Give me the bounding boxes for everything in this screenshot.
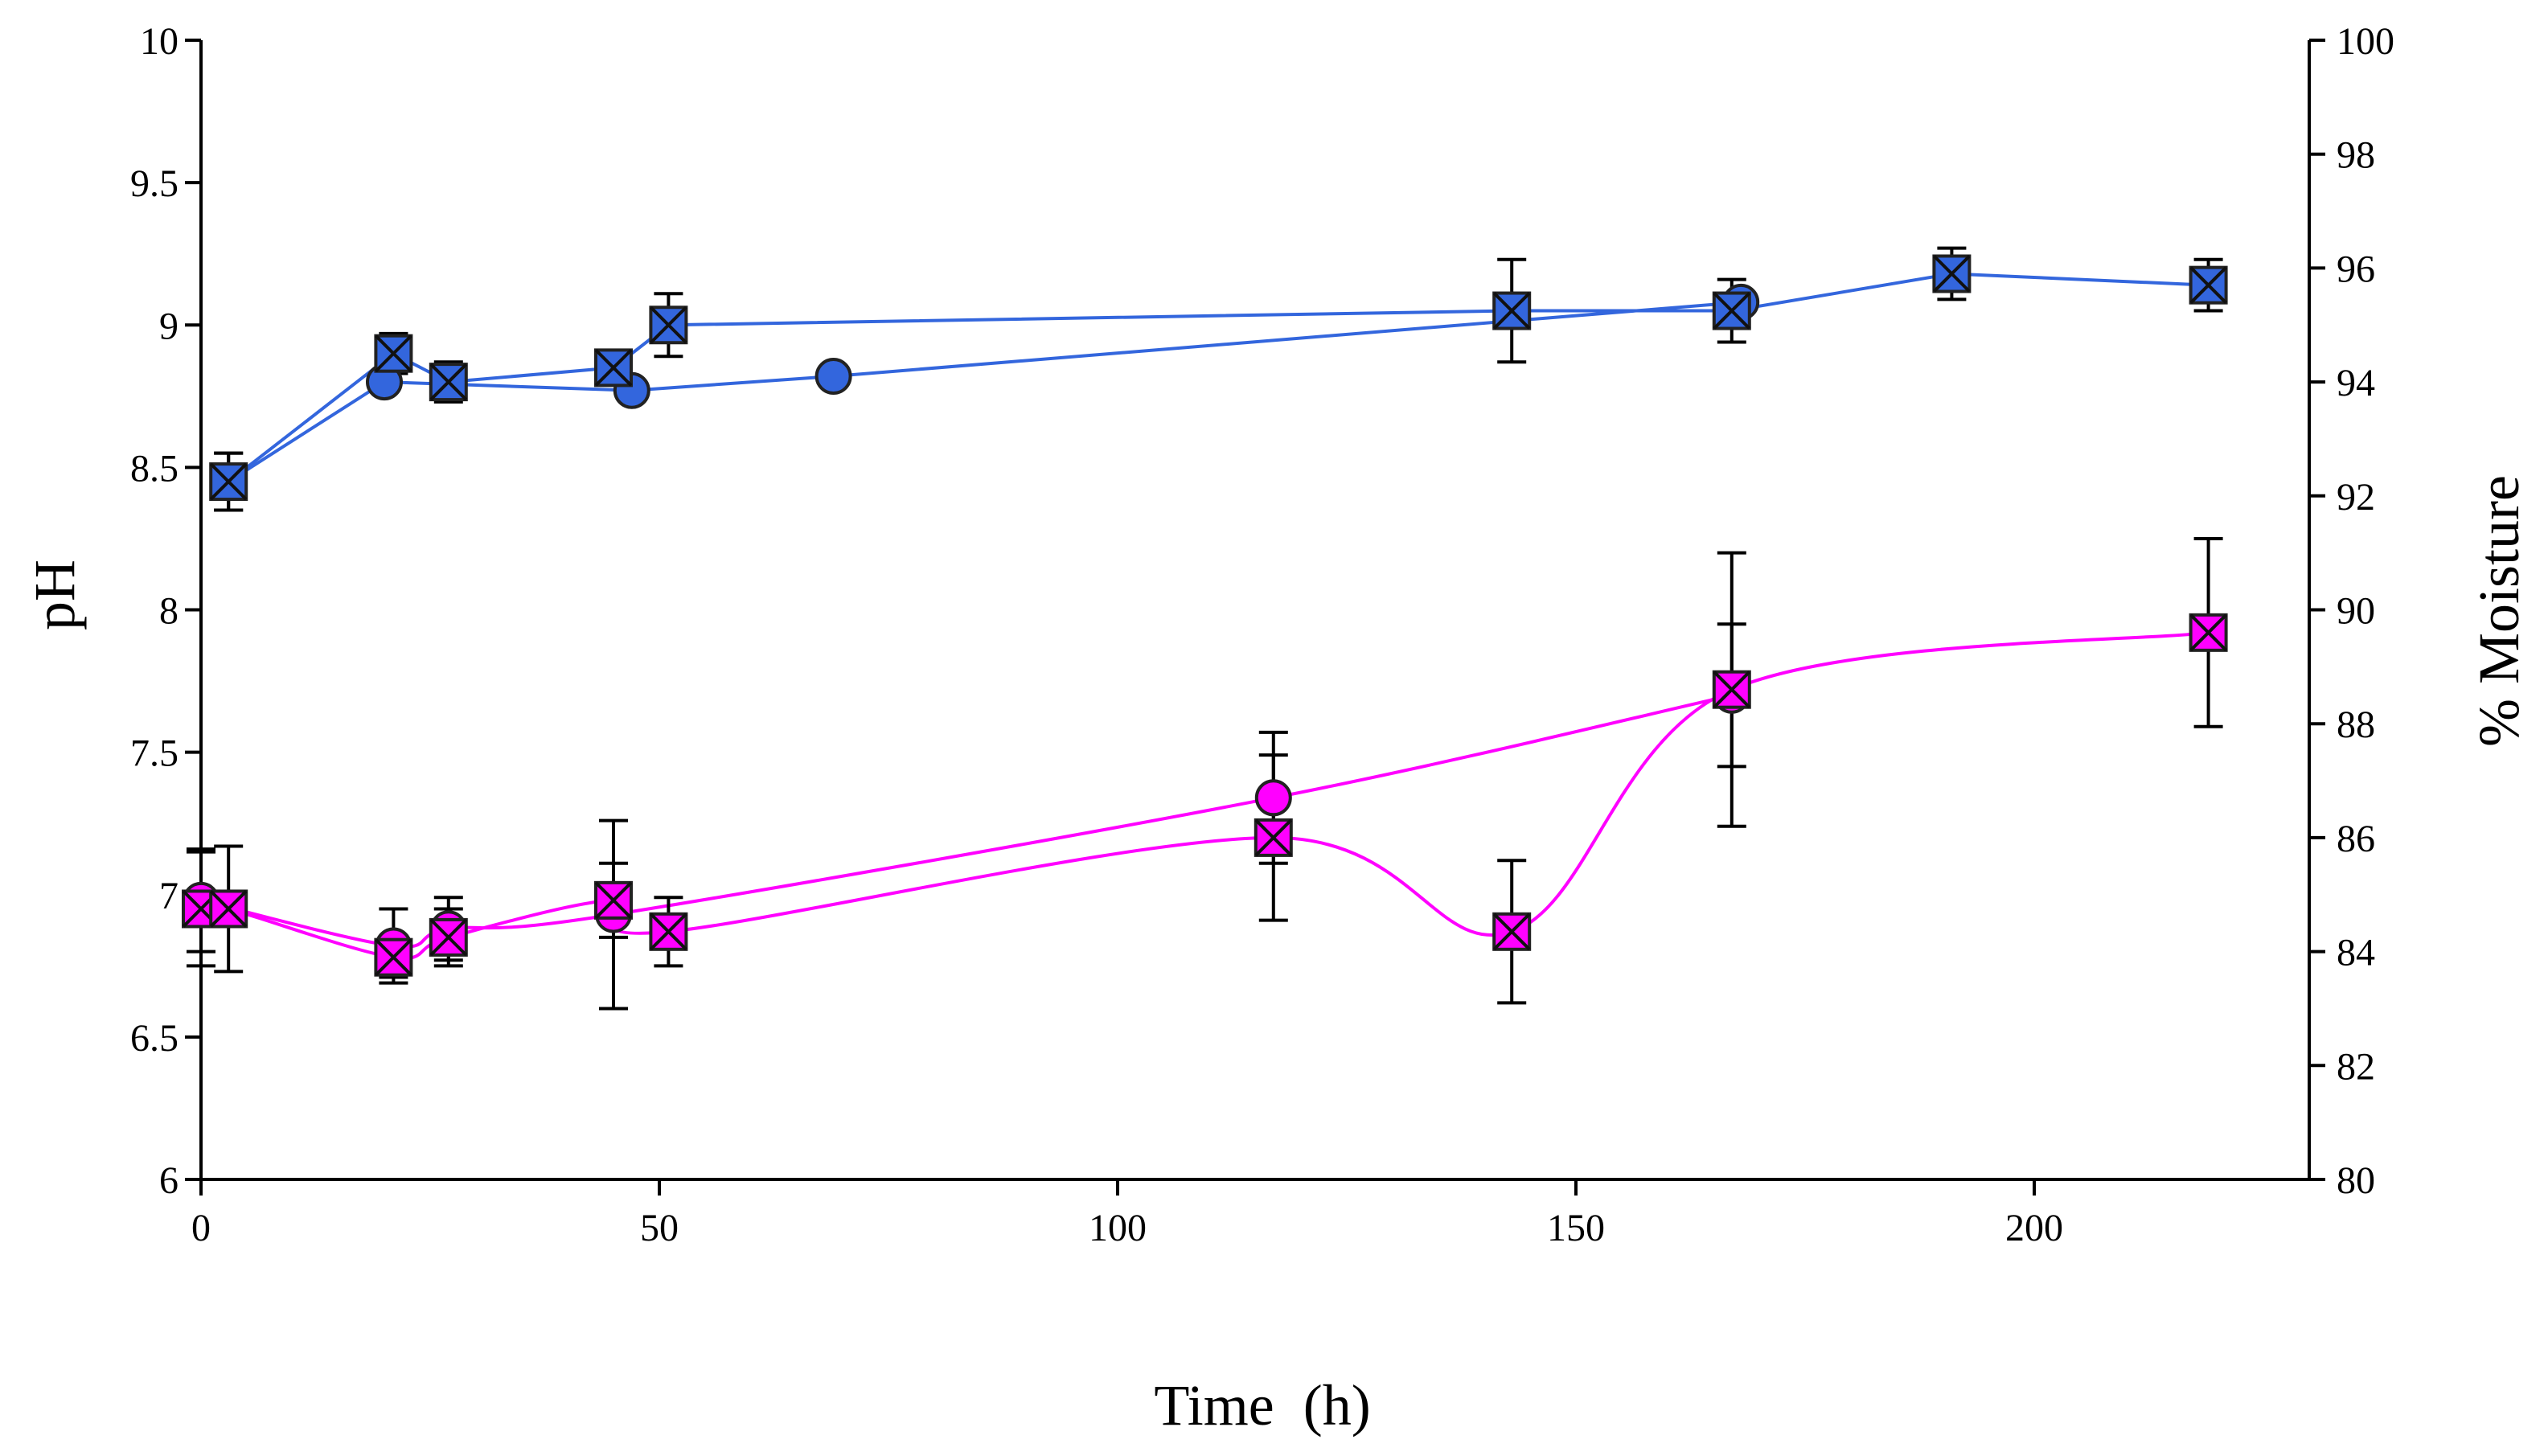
y-axis-title: pH bbox=[23, 560, 87, 630]
data-point-cross bbox=[594, 881, 633, 920]
data-point-cross bbox=[1932, 255, 1971, 293]
series-line-magenta-circle bbox=[200, 693, 1733, 949]
data-point-cross bbox=[1254, 818, 1293, 857]
data-point-cross bbox=[429, 363, 468, 401]
x-tick-label: 200 bbox=[2005, 1207, 2063, 1249]
data-point-cross bbox=[594, 348, 633, 387]
x-tick-label: 150 bbox=[1547, 1207, 1605, 1249]
y2-tick-label: 92 bbox=[2337, 476, 2375, 519]
series-lines bbox=[200, 272, 2209, 960]
series-line-magenta-square bbox=[200, 630, 2209, 960]
data-point-cross bbox=[374, 334, 412, 373]
y-tick-label: 7 bbox=[159, 875, 178, 917]
y2-tick-label: 80 bbox=[2337, 1159, 2375, 1202]
y2-axis-title: % Moisture bbox=[2467, 475, 2531, 747]
y-tick-label: 8.5 bbox=[130, 447, 178, 490]
data-point-cross bbox=[2189, 266, 2228, 305]
data-point-cross bbox=[209, 462, 248, 501]
y2-tick-label: 90 bbox=[2337, 590, 2375, 633]
markers bbox=[182, 254, 2228, 977]
y-tick-label: 6.5 bbox=[130, 1017, 178, 1060]
data-point-circle bbox=[814, 358, 852, 396]
data-point-cross bbox=[209, 890, 248, 928]
data-point-cross bbox=[649, 306, 687, 344]
data-point-cross bbox=[1492, 913, 1531, 951]
y-tick-label: 6 bbox=[159, 1159, 178, 1202]
y-tick-label: 9.5 bbox=[130, 162, 178, 205]
data-point-cross bbox=[1713, 671, 1751, 709]
y2-tick-label: 96 bbox=[2337, 248, 2375, 290]
y-tick-label: 7.5 bbox=[130, 732, 178, 775]
y-tick-label: 8 bbox=[159, 590, 178, 633]
axes: 6 6.5 7 7.5 8 8.5 9 9.5 10 80 82 84 86 88 90 92 94 96 98 10… bbox=[130, 20, 2394, 1249]
x-axis-title: Time (h) bbox=[1154, 1373, 1370, 1438]
y2-tick-label: 98 bbox=[2337, 134, 2375, 177]
y2-tick-label: 84 bbox=[2337, 932, 2375, 974]
data-point-cross bbox=[374, 938, 412, 977]
data-point-circle bbox=[1254, 779, 1292, 817]
x-tick-label: 50 bbox=[640, 1207, 679, 1249]
y2-tick-label: 82 bbox=[2337, 1045, 2375, 1088]
y2-tick-label: 88 bbox=[2337, 703, 2375, 746]
y-tick-label: 10 bbox=[140, 20, 178, 63]
data-point-cross bbox=[2189, 613, 2228, 652]
error-bars bbox=[187, 246, 2223, 1011]
data-point-cross bbox=[649, 913, 687, 951]
y2-tick-label: 100 bbox=[2337, 20, 2394, 63]
y-tick-label: 9 bbox=[159, 305, 178, 347]
data-point-cross bbox=[1492, 292, 1531, 330]
y2-tick-label: 86 bbox=[2337, 818, 2375, 860]
y2-tick-label: 94 bbox=[2337, 362, 2375, 404]
data-point-cross bbox=[429, 918, 468, 957]
data-point-cross bbox=[1713, 292, 1751, 330]
series-line-blue-square bbox=[227, 272, 2209, 483]
x-tick-label: 0 bbox=[191, 1207, 211, 1249]
x-tick-label: 100 bbox=[1089, 1207, 1147, 1249]
